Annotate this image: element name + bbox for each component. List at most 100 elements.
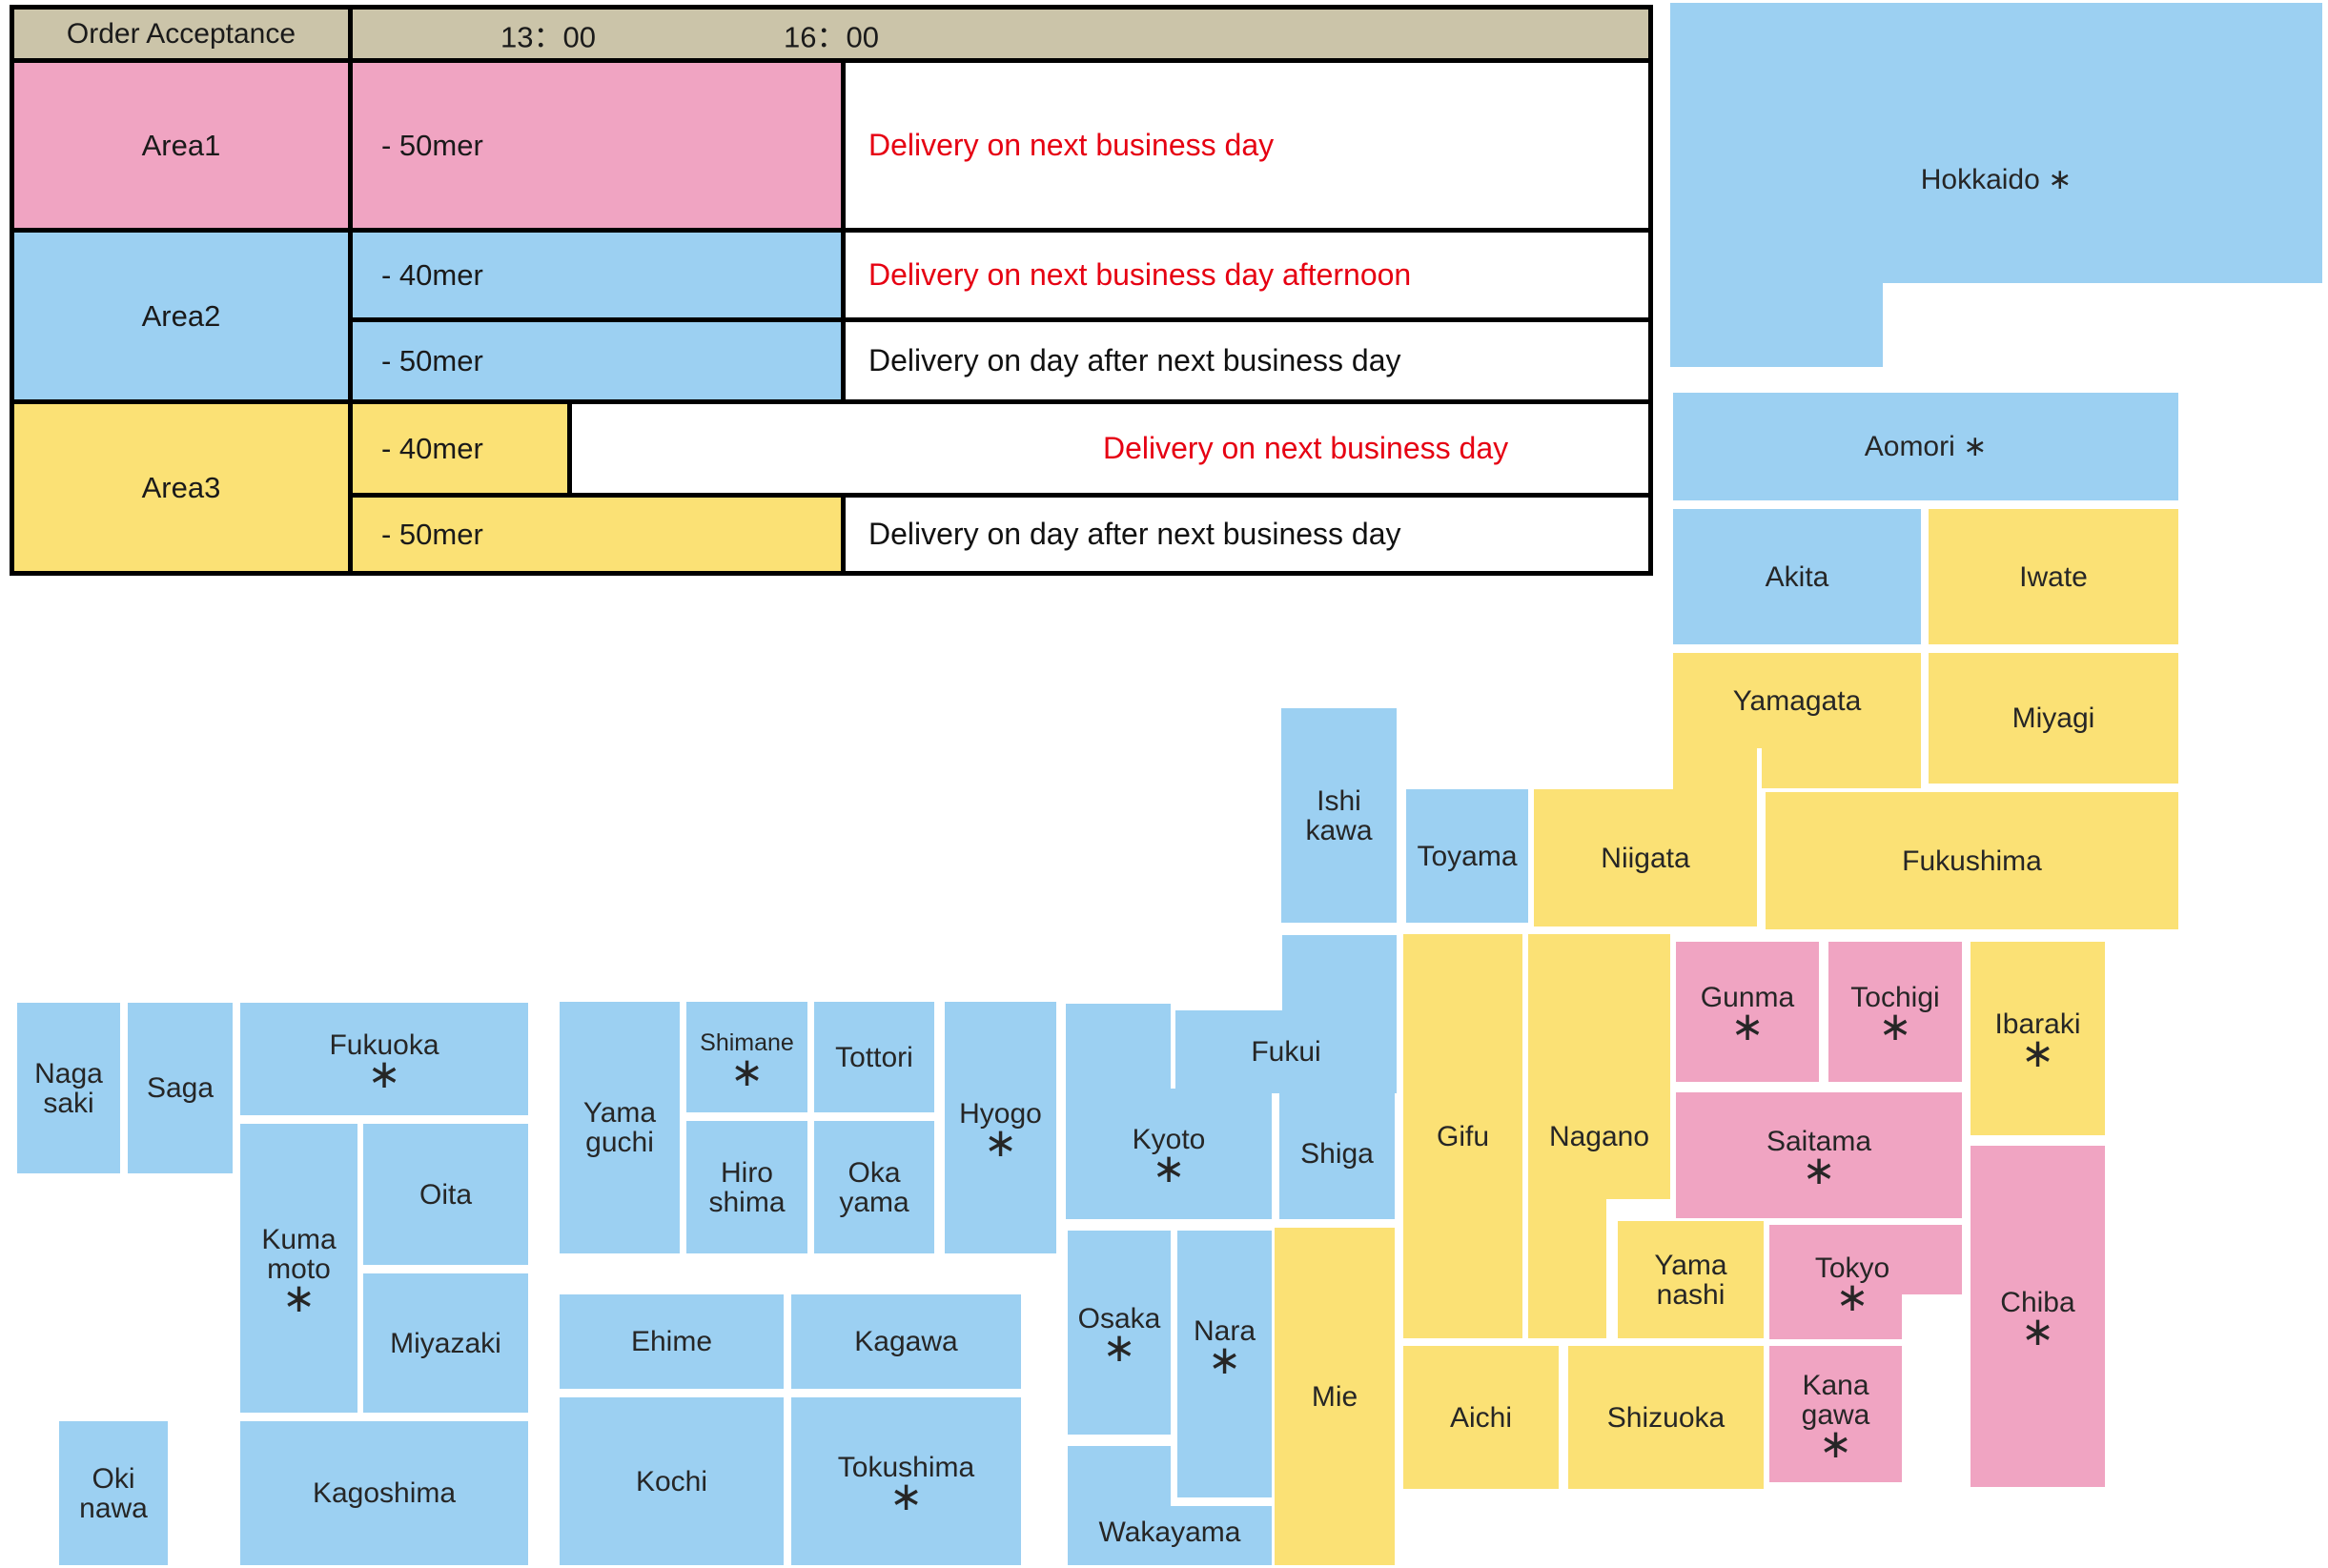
prefecture-kyoto-label: Kyoto ∗ <box>1132 1124 1206 1191</box>
prefecture-miyazaki <box>363 1273 528 1413</box>
area2-size-cell-50: - 50mer <box>353 322 841 399</box>
cutoff-time-16: 16：00 <box>784 20 879 53</box>
prefecture-yamanashi <box>1618 1221 1764 1338</box>
prefecture-yamaguchi-label: Yama guchi <box>582 1097 657 1158</box>
prefecture-ehime <box>560 1294 784 1389</box>
area3-size-cell-50: - 50mer <box>353 498 841 571</box>
area1-label-cell: Area1 <box>14 63 348 228</box>
prefecture-nagasaki-label: Naga saki <box>34 1057 103 1119</box>
prefecture-gunma-label: Gunma ∗ <box>1700 982 1795 1049</box>
area3-label-cell: Area3 <box>14 404 348 571</box>
area3-delivery-cell-50: Delivery on day after next business day <box>846 498 1648 571</box>
prefecture-nagano-label: Nagano <box>1548 1120 1650 1152</box>
prefecture-hiroshima-label: Hiro shima <box>708 1156 786 1218</box>
prefecture-ibaraki-label: Ibaraki ∗ <box>1994 1008 2081 1075</box>
prefecture-fukushima-label: Fukushima <box>1902 845 2042 877</box>
prefecture-fukui <box>1282 935 1397 1093</box>
prefecture-tokushima-label: Tokushima ∗ <box>837 1451 975 1518</box>
prefecture-ibaraki <box>1971 942 2105 1135</box>
prefecture-hyogo-label: Hyogo ∗ <box>959 1097 1042 1165</box>
prefecture-nagasaki <box>17 1003 120 1173</box>
prefecture-okayama-label: Oka yama <box>839 1156 909 1218</box>
prefecture-iwate <box>1929 509 2178 644</box>
prefecture-tochigi <box>1828 942 1962 1082</box>
prefecture-tokyo-part2 <box>1901 1225 1962 1294</box>
prefecture-tokushima <box>791 1397 1021 1565</box>
prefecture-kumamoto-label: Kuma moto ∗ <box>261 1223 337 1320</box>
area2-label-cell: Area2 <box>14 233 348 399</box>
prefecture-niigata <box>1534 789 1757 927</box>
prefecture-oita-label: Oita <box>419 1178 473 1211</box>
prefecture-niigata-label: Niigata <box>1601 842 1690 874</box>
prefecture-hokkaido-part2 <box>1670 282 1883 367</box>
prefecture-fukushima <box>1766 792 2178 929</box>
prefecture-wakayama <box>1068 1446 1171 1565</box>
area1-delivery-cell: Delivery on next business day <box>846 63 1648 228</box>
delivery-schedule-table: Order Acceptance 13：00 16：00 Area1 - 50m… <box>10 5 1653 576</box>
prefecture-aomori-label: Aomori ∗ <box>1864 431 1988 462</box>
prefecture-tottori-label: Tottori <box>835 1041 913 1073</box>
prefecture-okayama <box>814 1121 934 1253</box>
prefecture-tokyo-label: Tokyo ∗ <box>1814 1252 1890 1319</box>
area2-delivery-cell-40: Delivery on next business day afternoon <box>846 233 1648 317</box>
table-header-times: 13：00 16：00 <box>353 10 1648 58</box>
prefecture-osaka <box>1068 1231 1171 1435</box>
prefecture-ishikawa-label: Ishi kawa <box>1305 784 1373 846</box>
prefecture-kagawa-label: Kagawa <box>854 1326 958 1357</box>
prefecture-akita <box>1673 509 1921 644</box>
prefecture-miyazaki-label: Miyazaki <box>390 1327 501 1359</box>
prefecture-aomori <box>1673 393 2178 500</box>
prefecture-yamanashi-label: Yama nashi <box>1654 1249 1727 1311</box>
prefecture-fukuoka-label: Fukuoka ∗ <box>329 1028 439 1096</box>
prefecture-nara-label: Nara ∗ <box>1193 1314 1256 1382</box>
prefecture-yamagata-label: Yamagata <box>1732 684 1862 717</box>
area3-delivery-cell-40: Delivery on next business day <box>572 404 1648 493</box>
prefecture-kyoto <box>1066 1004 1171 1219</box>
prefecture-aichi-label: Aichi <box>1449 1401 1513 1434</box>
prefecture-tokyo <box>1769 1225 1902 1339</box>
prefecture-kagawa <box>791 1294 1021 1389</box>
prefecture-hiroshima <box>686 1121 807 1253</box>
area2-size-cell-40: - 40mer <box>353 233 841 317</box>
prefecture-hokkaido-label: Hokkaido ∗ <box>1920 163 2073 195</box>
prefecture-akita-label: Akita <box>1765 560 1829 593</box>
cutoff-time-13: 13：00 <box>500 20 596 53</box>
table-header-order-acceptance: Order Acceptance <box>14 10 348 58</box>
prefecture-yamaguchi <box>560 1002 680 1253</box>
prefecture-kochi <box>560 1397 784 1565</box>
prefecture-nagano-part2 <box>1528 1198 1606 1338</box>
area1-size-cell: - 50mer <box>353 63 841 228</box>
prefecture-kanagawa <box>1769 1346 1902 1482</box>
prefecture-yamagata-part2 <box>1762 747 1921 788</box>
prefecture-fukui-part2 <box>1175 1010 1283 1093</box>
prefecture-nara <box>1177 1231 1272 1497</box>
prefecture-aichi <box>1403 1346 1559 1489</box>
prefecture-mie-label: Mie <box>1311 1380 1358 1413</box>
prefecture-chiba <box>1971 1146 2105 1487</box>
prefecture-chiba-label: Chiba ∗ <box>2000 1286 2075 1354</box>
area3-size-cell-40: - 40mer <box>353 404 567 493</box>
prefecture-saitama <box>1676 1092 1962 1218</box>
prefecture-shizuoka <box>1568 1346 1764 1489</box>
prefecture-mie <box>1275 1228 1395 1565</box>
prefecture-nagano <box>1528 934 1670 1199</box>
prefecture-toyama-label: Toyama <box>1417 840 1518 872</box>
prefecture-miyagi <box>1929 653 2178 784</box>
prefecture-gifu <box>1403 934 1522 1338</box>
prefecture-gunma <box>1676 942 1819 1082</box>
prefecture-gifu-label: Gifu <box>1436 1120 1490 1152</box>
prefecture-osaka-label: Osaka ∗ <box>1077 1302 1161 1370</box>
prefecture-yamagata <box>1673 653 1921 748</box>
prefecture-shizuoka-label: Shizuoka <box>1606 1401 1726 1434</box>
prefecture-tochigi-label: Tochigi ∗ <box>1850 982 1940 1049</box>
prefecture-okinawa <box>59 1421 168 1565</box>
prefecture-kumamoto <box>240 1124 357 1413</box>
prefecture-okinawa-label: Oki nawa <box>79 1462 148 1524</box>
prefecture-fukui-label: Fukui <box>1251 1036 1321 1068</box>
prefecture-miyagi-label: Miyagi <box>2011 703 2095 734</box>
prefecture-ishikawa <box>1281 708 1397 923</box>
prefecture-hyogo <box>945 1002 1056 1253</box>
prefecture-saga <box>128 1003 233 1173</box>
